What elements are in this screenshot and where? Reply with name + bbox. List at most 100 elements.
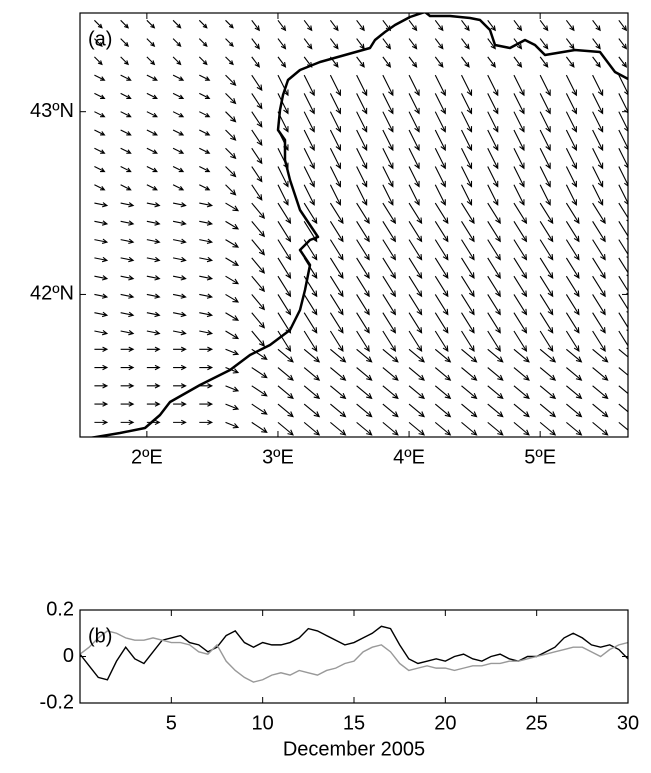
wind-arrow bbox=[565, 184, 577, 206]
wind-arrow bbox=[94, 92, 106, 99]
wind-arrow bbox=[566, 421, 583, 436]
wind-arrow bbox=[120, 346, 135, 352]
wind-arrow bbox=[513, 166, 525, 188]
wind-arrow bbox=[592, 367, 609, 381]
wind-arrow bbox=[199, 74, 211, 81]
wind-arrow bbox=[94, 166, 106, 173]
wind-arrow bbox=[225, 275, 240, 285]
wind-arrow bbox=[434, 56, 444, 68]
wind-arrow bbox=[408, 403, 426, 418]
wind-arrow bbox=[120, 293, 135, 299]
x-axis-label: December 2005 bbox=[283, 738, 425, 760]
wind-arrow bbox=[434, 129, 446, 152]
wind-arrow bbox=[539, 257, 554, 279]
wind-arrow bbox=[539, 93, 551, 115]
wind-arrow bbox=[592, 403, 609, 418]
quiver-layer bbox=[94, 19, 628, 436]
wind-arrow bbox=[303, 403, 321, 418]
wind-arrow bbox=[251, 403, 268, 415]
wind-arrow bbox=[277, 166, 289, 188]
wind-arrow bbox=[356, 184, 368, 206]
wind-arrow bbox=[487, 294, 501, 316]
wind-arrow bbox=[225, 19, 234, 29]
wind-arrow bbox=[120, 256, 135, 263]
wind-arrow bbox=[487, 385, 504, 400]
wind-arrow bbox=[434, 294, 449, 316]
wind-arrow bbox=[356, 19, 365, 32]
wind-arrow bbox=[592, 56, 601, 68]
wind-arrow bbox=[618, 147, 628, 169]
wind-arrow bbox=[277, 221, 292, 243]
wind-arrow bbox=[94, 202, 109, 208]
wind-arrow bbox=[382, 93, 394, 115]
wind-arrow bbox=[565, 275, 580, 298]
wind-arrow bbox=[487, 257, 501, 279]
wind-arrow bbox=[461, 56, 470, 68]
wind-arrow bbox=[303, 294, 318, 316]
wind-arrow bbox=[434, 111, 446, 133]
wind-arrow bbox=[565, 19, 575, 32]
wind-arrow bbox=[382, 74, 394, 97]
wind-arrow bbox=[382, 111, 394, 133]
x-tick-label: 5 bbox=[166, 712, 177, 734]
wind-arrow bbox=[277, 202, 292, 225]
wind-arrow bbox=[356, 129, 368, 152]
wind-arrow bbox=[618, 184, 628, 205]
wind-arrow bbox=[513, 239, 528, 261]
wind-arrow bbox=[303, 38, 313, 50]
wind-arrow bbox=[94, 147, 106, 154]
wind-arrow bbox=[356, 239, 370, 261]
wind-arrow bbox=[539, 367, 557, 381]
wind-arrow bbox=[277, 294, 292, 316]
wind-arrow bbox=[146, 166, 158, 173]
wind-arrow bbox=[592, 257, 606, 279]
wind-arrow bbox=[146, 293, 161, 299]
wind-arrow bbox=[408, 348, 426, 363]
wind-arrow bbox=[382, 403, 399, 418]
wind-arrow bbox=[277, 330, 292, 353]
wind-arrow bbox=[382, 129, 394, 152]
wind-arrow bbox=[225, 202, 240, 212]
wind-arrow bbox=[513, 74, 525, 97]
wind-arrow bbox=[461, 19, 470, 32]
wind-arrow bbox=[382, 239, 396, 261]
wind-arrow bbox=[382, 147, 394, 170]
wind-arrow bbox=[539, 38, 549, 50]
wind-arrow bbox=[303, 184, 315, 206]
wind-arrow bbox=[277, 111, 289, 133]
wind-arrow bbox=[487, 221, 501, 243]
wind-arrow bbox=[198, 38, 208, 47]
wind-arrow bbox=[120, 92, 132, 99]
wind-arrow bbox=[461, 239, 475, 261]
wind-arrow bbox=[303, 166, 315, 188]
wind-arrow bbox=[565, 74, 577, 97]
wind-arrow bbox=[539, 56, 549, 68]
wind-arrow bbox=[461, 38, 470, 50]
wind-arrow bbox=[199, 166, 211, 173]
wind-arrow bbox=[356, 221, 370, 243]
wind-arrow bbox=[565, 330, 580, 353]
wind-arrow bbox=[251, 257, 266, 274]
wind-arrow bbox=[146, 202, 161, 208]
wind-arrow bbox=[146, 419, 161, 426]
wind-arrow bbox=[251, 166, 263, 183]
wind-arrow bbox=[251, 294, 266, 311]
wind-arrow bbox=[94, 401, 109, 407]
wind-arrow bbox=[303, 202, 318, 225]
wind-arrow bbox=[592, 74, 604, 97]
wind-arrow bbox=[566, 403, 583, 418]
wind-arrow bbox=[461, 111, 473, 133]
wind-arrow bbox=[434, 221, 449, 243]
wind-arrow bbox=[461, 421, 478, 436]
wind-arrow bbox=[356, 348, 373, 363]
wind-arrow bbox=[592, 348, 609, 363]
wind-arrow bbox=[408, 367, 426, 381]
wind-arrow bbox=[303, 221, 318, 243]
wind-arrow bbox=[94, 38, 103, 47]
wind-arrow bbox=[513, 403, 530, 418]
wind-arrow bbox=[120, 383, 135, 389]
wind-arrow bbox=[251, 19, 260, 32]
wind-arrow bbox=[172, 311, 187, 318]
wind-arrow bbox=[618, 19, 628, 32]
wind-arrow bbox=[251, 38, 260, 50]
